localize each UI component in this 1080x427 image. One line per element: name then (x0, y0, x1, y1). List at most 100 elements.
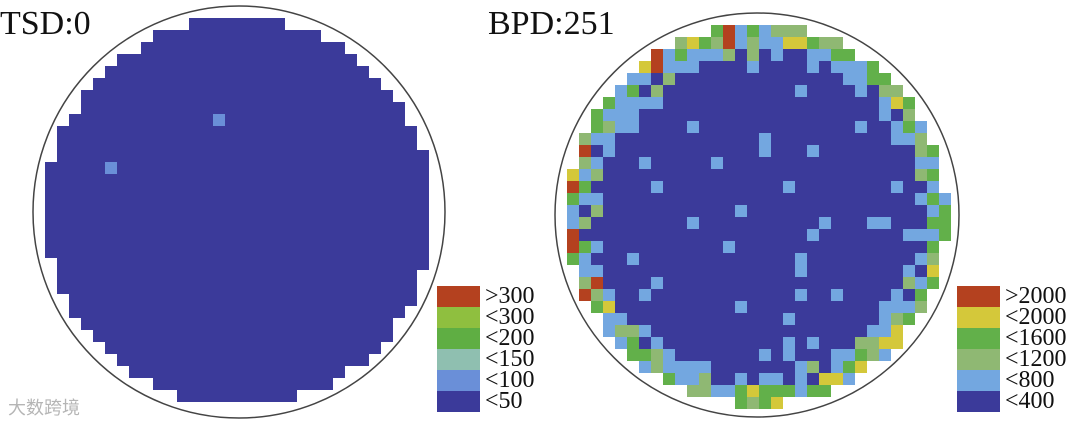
die-cell (93, 258, 105, 270)
die-cell (735, 145, 747, 157)
die-cell (225, 366, 237, 378)
die-cell (249, 66, 261, 78)
die-cell (795, 61, 807, 73)
die-cell (273, 198, 285, 210)
die-cell (651, 313, 663, 325)
die-cell (759, 373, 771, 385)
die-cell (117, 318, 129, 330)
die-cell (249, 198, 261, 210)
die-cell (627, 265, 639, 277)
die-cell (795, 25, 807, 37)
die-cell (201, 318, 213, 330)
die-cell (153, 282, 165, 294)
die-cell (783, 241, 795, 253)
die-cell (141, 42, 153, 54)
die-cell (93, 234, 105, 246)
die-cell (261, 66, 273, 78)
die-cell (297, 246, 309, 258)
die-cell (81, 90, 93, 102)
die-cell (675, 313, 687, 325)
die-cell (213, 30, 225, 42)
die-cell (345, 114, 357, 126)
die-cell (759, 241, 771, 253)
die-cell (177, 186, 189, 198)
die-cell (249, 234, 261, 246)
die-cell (81, 258, 93, 270)
die-cell (237, 366, 249, 378)
die-cell (93, 150, 105, 162)
die-cell (627, 181, 639, 193)
die-cell (261, 222, 273, 234)
die-cell (759, 181, 771, 193)
die-cell (189, 246, 201, 258)
die-cell (333, 126, 345, 138)
die-cell (153, 114, 165, 126)
die-cell (261, 54, 273, 66)
die-cell (699, 277, 711, 289)
die-cell (867, 289, 879, 301)
die-cell (903, 157, 915, 169)
die-cell (153, 294, 165, 306)
die-cell (297, 66, 309, 78)
die-cell (273, 222, 285, 234)
die-cell (225, 210, 237, 222)
die-cell (69, 210, 81, 222)
die-cell (639, 109, 651, 121)
die-cell (237, 114, 249, 126)
die-cell (285, 270, 297, 282)
die-cell (417, 198, 429, 210)
die-cell (249, 306, 261, 318)
die-cell (759, 145, 771, 157)
die-cell (627, 301, 639, 313)
die-cell (879, 241, 891, 253)
die-cell (321, 90, 333, 102)
die-cell (369, 198, 381, 210)
die-cell (249, 354, 261, 366)
die-cell (57, 174, 69, 186)
die-cell (165, 126, 177, 138)
die-cell (117, 114, 129, 126)
die-cell (807, 145, 819, 157)
die-cell (141, 282, 153, 294)
die-cell (795, 253, 807, 265)
die-cell (879, 145, 891, 157)
die-cell (261, 30, 273, 42)
legend-item: <300 (437, 304, 577, 330)
die-cell (153, 234, 165, 246)
die-cell (369, 318, 381, 330)
die-cell (285, 366, 297, 378)
die-cell (201, 306, 213, 318)
die-cell (783, 133, 795, 145)
die-cell (771, 373, 783, 385)
die-cell (831, 193, 843, 205)
die-cell (369, 78, 381, 90)
die-cell (57, 138, 69, 150)
die-cell (153, 198, 165, 210)
die-cell (591, 121, 603, 133)
die-cell (603, 145, 615, 157)
die-cell (687, 265, 699, 277)
die-cell (711, 157, 723, 169)
die-cell (93, 90, 105, 102)
die-cell (381, 282, 393, 294)
die-cell (381, 330, 393, 342)
die-cell (321, 378, 333, 390)
die-cell (405, 222, 417, 234)
die-cell (723, 337, 735, 349)
die-cell (309, 78, 321, 90)
die-cell (603, 205, 615, 217)
die-cell (105, 186, 117, 198)
die-cell (807, 133, 819, 145)
die-cell (81, 306, 93, 318)
die-cell (831, 73, 843, 85)
die-cell (381, 102, 393, 114)
die-cell (675, 289, 687, 301)
die-cell (843, 121, 855, 133)
die-cell (675, 253, 687, 265)
die-cell (627, 337, 639, 349)
die-cell (651, 229, 663, 241)
die-cell (807, 181, 819, 193)
die-cell (735, 313, 747, 325)
die-cell (369, 342, 381, 354)
die-cell (405, 246, 417, 258)
